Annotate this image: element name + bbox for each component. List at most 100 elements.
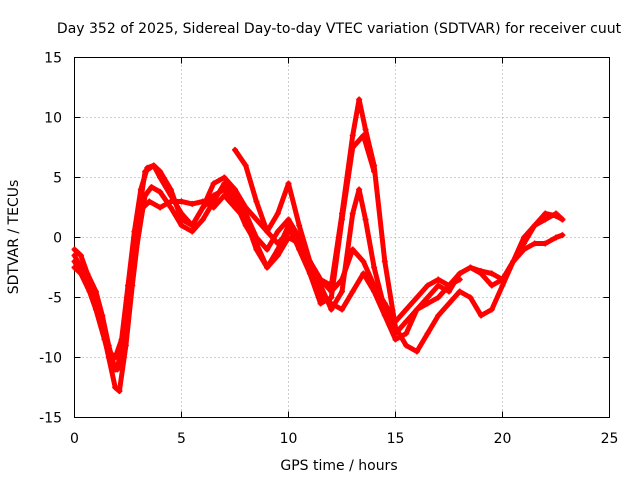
- data-point-marker: [264, 264, 271, 271]
- data-point-marker: [520, 240, 527, 247]
- grid: [74, 57, 610, 418]
- data-point-marker: [150, 162, 157, 169]
- series-track-4: [71, 132, 378, 361]
- data-point-marker: [403, 342, 410, 349]
- data-point-marker: [264, 228, 271, 235]
- data-point-marker: [349, 210, 356, 217]
- data-point-marker: [285, 234, 292, 241]
- data-point-marker: [221, 180, 228, 187]
- data-point-marker: [413, 306, 420, 313]
- data-point-marker: [274, 210, 281, 217]
- data-point-marker: [77, 270, 84, 277]
- data-point-marker: [435, 312, 442, 319]
- data-point-marker: [189, 222, 196, 229]
- y-tick-label: 5: [53, 171, 62, 187]
- data-point-marker: [456, 270, 463, 277]
- data-point-marker: [499, 276, 506, 283]
- data-point-marker: [274, 246, 281, 253]
- data-point-marker: [306, 270, 313, 277]
- data-point-marker: [253, 198, 260, 205]
- data-point-marker: [125, 282, 131, 289]
- data-point-marker: [118, 360, 125, 367]
- data-point-marker: [112, 366, 119, 373]
- x-tick-label: 20: [494, 431, 512, 447]
- data-point-marker: [112, 384, 119, 391]
- data-point-marker: [360, 132, 367, 139]
- data-point-marker: [105, 348, 112, 355]
- data-point-marker: [253, 240, 260, 247]
- data-point-marker: [178, 198, 185, 205]
- y-tick-label: -15: [39, 411, 62, 427]
- data-point-marker: [381, 258, 388, 265]
- data-point-marker: [144, 164, 151, 171]
- data-point-marker: [99, 318, 106, 325]
- data-point-marker: [510, 258, 517, 265]
- data-point-marker: [446, 282, 452, 289]
- data-point-marker: [157, 204, 164, 211]
- data-point-marker: [362, 216, 369, 223]
- data-point-marker: [210, 180, 217, 187]
- data-point-marker: [371, 282, 378, 289]
- data-point-marker: [210, 192, 217, 199]
- data-point-marker: [371, 168, 378, 175]
- data-point-marker: [285, 180, 292, 187]
- data-point-marker: [499, 282, 506, 289]
- data-point-marker: [360, 270, 367, 277]
- data-point-marker: [424, 294, 431, 301]
- data-point-marker: [116, 388, 123, 395]
- data-point-marker: [413, 294, 420, 301]
- data-point-marker: [317, 300, 324, 307]
- data-point-marker: [178, 216, 185, 223]
- data-point-marker: [242, 210, 249, 217]
- data-point-marker: [317, 276, 324, 283]
- x-axis-label: GPS time / hours: [280, 458, 397, 474]
- x-tick-label: 25: [601, 431, 619, 447]
- data-point-marker: [167, 186, 174, 193]
- y-tick-label: 10: [44, 111, 62, 127]
- data-point-marker: [157, 168, 164, 175]
- data-point-marker: [71, 252, 78, 259]
- data-point-marker: [478, 312, 485, 319]
- x-tick-label: 10: [280, 431, 298, 447]
- data-point-marker: [356, 96, 363, 103]
- x-tick-label: 15: [387, 431, 405, 447]
- data-point-marker: [435, 294, 442, 301]
- data-point-marker: [146, 198, 153, 205]
- data-point-marker: [118, 336, 125, 343]
- data-point-marker: [328, 288, 335, 295]
- data-point-marker: [296, 222, 303, 229]
- data-point-marker: [478, 268, 485, 275]
- y-axis-label: SDTVAR / TECUs: [6, 180, 22, 295]
- data-point-marker: [285, 228, 292, 235]
- data-point-marker: [84, 282, 91, 289]
- data-point-marker: [210, 198, 217, 205]
- data-point-marker: [221, 186, 228, 193]
- data-point-marker: [92, 300, 99, 307]
- y-tick-label: 0: [53, 231, 62, 247]
- data-point-marker: [71, 246, 78, 253]
- data-point-marker: [199, 204, 206, 211]
- series-line: [72, 133, 377, 360]
- data-point-marker: [542, 216, 549, 223]
- data-point-marker: [131, 228, 138, 235]
- x-tick-label: 5: [177, 431, 186, 447]
- data-point-marker: [531, 222, 538, 229]
- data-point-marker: [531, 240, 538, 247]
- data-point-marker: [424, 330, 431, 337]
- data-point-marker: [349, 246, 356, 253]
- series-track-5: [232, 146, 463, 325]
- data-point-marker: [253, 216, 260, 223]
- data-point-marker: [274, 228, 281, 235]
- data-point-marker: [221, 192, 228, 199]
- data-point-marker: [242, 204, 249, 211]
- data-point-marker: [232, 146, 238, 153]
- data-point-marker: [199, 198, 206, 205]
- data-point-marker: [339, 276, 345, 283]
- data-point-marker: [339, 288, 345, 295]
- data-point-marker: [242, 222, 249, 229]
- data-point-marker: [520, 246, 527, 253]
- series-line: [232, 147, 463, 324]
- chart-title: Day 352 of 2025, Sidereal Day-to-day VTE…: [57, 21, 622, 37]
- data-point-marker: [542, 240, 549, 247]
